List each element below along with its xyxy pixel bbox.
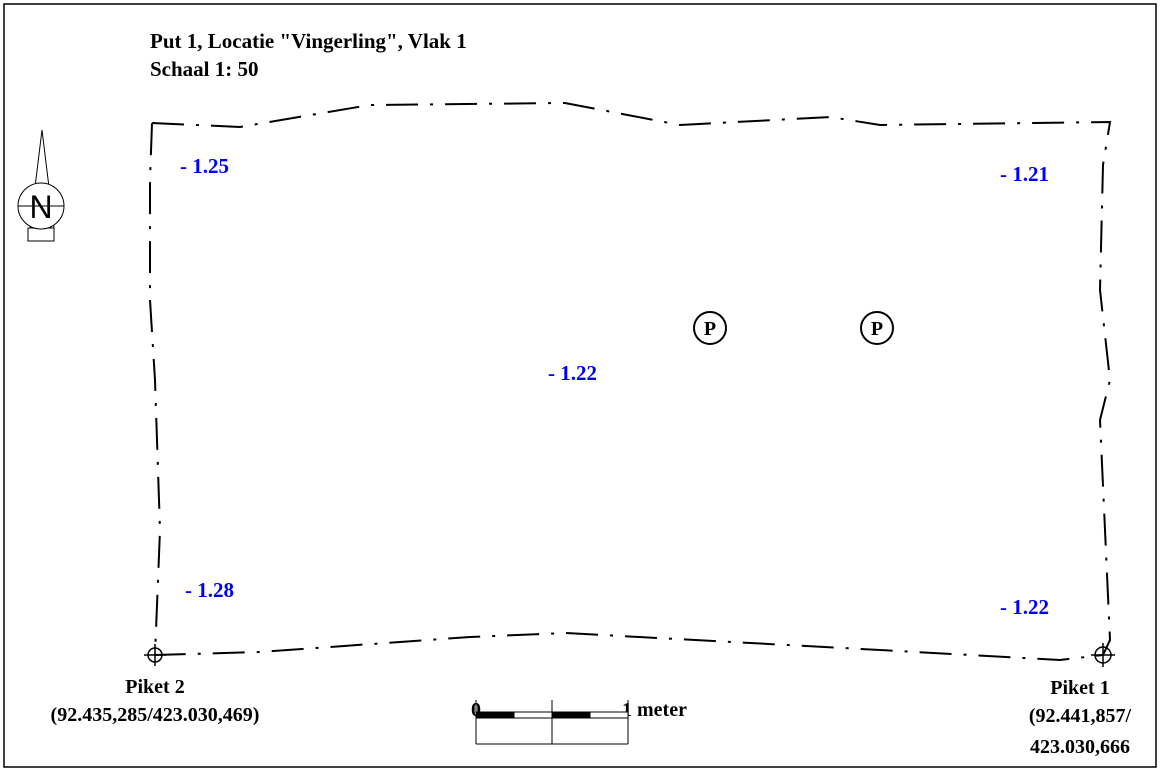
peg-symbols <box>144 643 1115 667</box>
frame <box>3 3 1157 768</box>
peg-name: Piket 1 <box>1050 677 1109 699</box>
feature-circle <box>860 311 894 345</box>
north-arrow <box>17 129 65 242</box>
scale-end: 1 meter <box>622 699 687 721</box>
elevation: - 1.28 <box>185 578 234 602</box>
feature-circle <box>693 311 727 345</box>
elevation: - 1.22 <box>548 361 597 385</box>
scale-segment <box>475 711 515 719</box>
scale-segment <box>551 711 591 719</box>
elevation: - 1.21 <box>1000 162 1049 186</box>
feature-label: P <box>704 318 716 340</box>
scale-text: Schaal 1: 50 <box>150 57 259 81</box>
elevation: - 1.22 <box>1000 595 1049 619</box>
scale-segment <box>589 711 629 719</box>
north-label: N <box>29 189 52 225</box>
scale-segment <box>513 711 553 719</box>
scale-bar <box>475 700 629 745</box>
elevation: - 1.25 <box>180 154 229 178</box>
peg-name: Piket 2 <box>125 676 184 698</box>
trench-outline <box>149 101 1112 662</box>
peg-coordinates: (92.435,285/423.030,469) <box>51 704 260 726</box>
peg-coordinates: (92.441,857/ <box>1029 705 1132 727</box>
feature-label: P <box>871 318 883 340</box>
peg-coordinates: 423.030,666 <box>1030 736 1130 758</box>
title: Put 1, Locatie "Vingerling", Vlak 1 <box>150 29 467 53</box>
